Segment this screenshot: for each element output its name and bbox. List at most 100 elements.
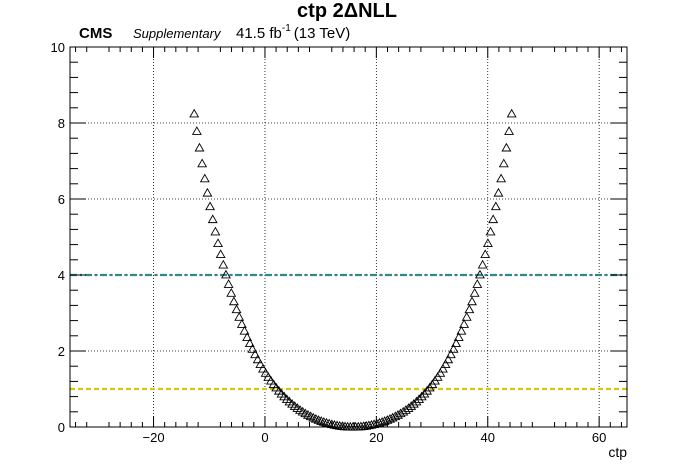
scan-point: [255, 359, 266, 368]
scan-point: [453, 332, 464, 342]
luminosity-label: 41.5 fb-1 (13 TeV): [236, 23, 350, 42]
scan-point: [411, 396, 422, 406]
scan-point: [469, 288, 480, 297]
scan-point: [321, 417, 332, 427]
scan-point: [263, 372, 274, 381]
scan-point: [482, 238, 493, 247]
chart-title: ctp 2ΔNLL: [297, 0, 397, 22]
scan-point: [504, 126, 515, 135]
y-tick-label: 8: [58, 116, 65, 131]
scan-point: [205, 201, 216, 211]
scan-point: [461, 312, 472, 321]
scan-point: [406, 401, 417, 410]
scan-point: [223, 279, 234, 288]
scan-point: [316, 416, 327, 425]
scan-point: [239, 325, 250, 335]
scan-point: [213, 238, 223, 247]
x-tick-label: 0: [261, 430, 268, 445]
scan-point: [318, 417, 329, 426]
scan-point: [474, 269, 485, 279]
x-tick-label: 40: [481, 430, 495, 445]
scan-point: [464, 304, 475, 314]
scan-point: [234, 312, 245, 321]
y-tick-label: 10: [51, 40, 65, 55]
scan-point: [324, 418, 335, 428]
scan-point: [501, 142, 512, 152]
scan-point: [485, 226, 496, 236]
plot-area: −20 0 20 40 60 0 2 4 6 8 10 ctp: [51, 40, 628, 460]
x-tick-label: 20: [369, 430, 383, 445]
scan-point: [189, 108, 200, 118]
x-tick-label: −20: [143, 430, 165, 445]
plot-frame: [69, 46, 628, 428]
scan-point: [308, 412, 319, 422]
scan-point: [506, 108, 517, 118]
scan-point: [326, 419, 337, 429]
scan-point: [228, 296, 239, 306]
scan-point: [488, 214, 499, 224]
scan-point: [260, 368, 271, 377]
scan-point: [459, 319, 470, 328]
scan-point: [220, 269, 231, 279]
y-tick-label: 4: [58, 268, 65, 283]
scan-point: [191, 126, 202, 135]
scan-point: [199, 173, 210, 183]
scan-point: [472, 279, 483, 288]
scan-point: [252, 354, 263, 364]
scan-point: [445, 349, 456, 359]
scan-point: [480, 249, 491, 259]
scan-point: [437, 363, 448, 373]
scan-point: [244, 338, 255, 348]
scan-point: [226, 288, 237, 297]
scan-point: [215, 249, 226, 259]
scan-point: [419, 388, 430, 398]
scan-point: [300, 408, 311, 418]
scan-point: [303, 409, 313, 419]
experiment-label: CMS: [79, 25, 112, 42]
scan-point: [392, 409, 403, 419]
status-label: Supplementary: [133, 26, 222, 41]
scan-point: [456, 325, 467, 335]
scan-point: [242, 332, 253, 342]
scan-point: [496, 173, 507, 183]
scan-point: [210, 226, 221, 236]
scan-point: [490, 201, 501, 211]
scan-point: [493, 187, 504, 197]
scan-point: [231, 304, 242, 314]
scan-point: [408, 398, 419, 408]
scan-point: [451, 338, 462, 348]
y-tick-label: 2: [58, 344, 65, 359]
y-tick-label: 0: [58, 420, 65, 435]
scan-point: [440, 359, 451, 368]
scan-point: [443, 354, 454, 364]
scan-point: [435, 368, 446, 377]
scan-point: [236, 319, 247, 328]
scan-point: [305, 411, 316, 421]
scan-point: [477, 259, 488, 269]
scan-point: [313, 415, 324, 424]
scan-point: [218, 259, 229, 269]
scan-point: [202, 187, 213, 197]
scan-point: [416, 391, 427, 401]
scan-point: [310, 413, 321, 423]
x-axis-title: ctp: [608, 444, 627, 460]
scan-point: [295, 405, 306, 414]
scan-point: [297, 406, 308, 416]
scan-point: [422, 385, 433, 395]
scan-point: [207, 214, 218, 224]
x-tick-label: 60: [592, 430, 606, 445]
scan-point: [448, 344, 459, 353]
scan-point: [197, 158, 208, 168]
scan-point: [498, 158, 509, 168]
scan-point: [390, 411, 401, 421]
scan-point: [247, 344, 258, 353]
scan-point: [467, 296, 477, 306]
scan-point: [194, 142, 205, 152]
scan-point: [329, 419, 340, 429]
y-tick-label: 6: [58, 192, 65, 207]
scan-point: [414, 394, 425, 403]
scan-point: [250, 349, 261, 359]
scan-point: [258, 363, 268, 373]
scan-point: [403, 403, 414, 412]
